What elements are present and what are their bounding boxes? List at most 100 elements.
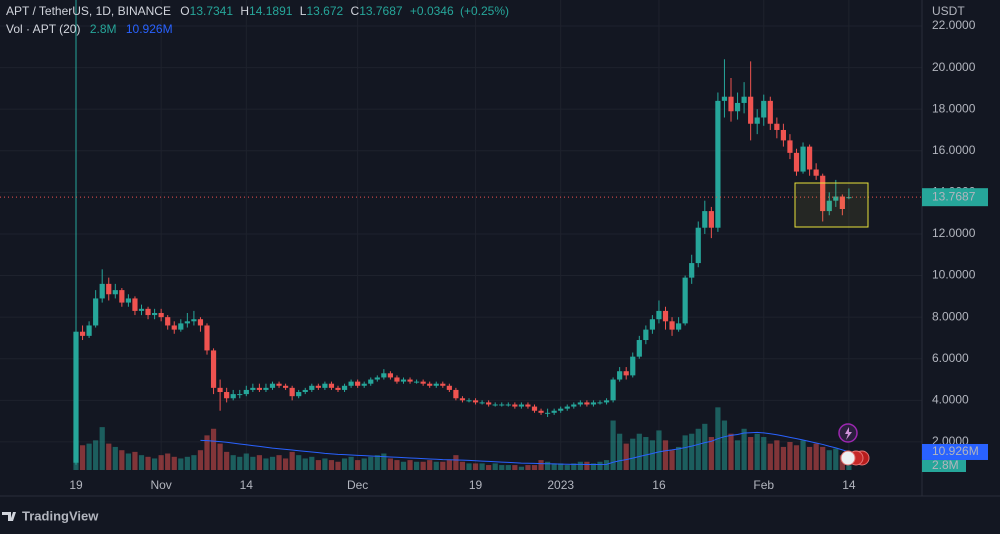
candle-body [708, 211, 714, 228]
candle-body [165, 317, 171, 326]
volume-bar [138, 455, 145, 470]
candle-body [93, 298, 99, 326]
change-pct: (+0.25%) [460, 4, 509, 18]
candle-body [531, 406, 538, 411]
price-pane [0, 0, 922, 465]
candle-body [283, 385, 289, 388]
candle-body [649, 319, 655, 330]
volume-bar [224, 451, 230, 470]
candle-body [191, 319, 197, 322]
candle-body [813, 169, 819, 176]
volume-bar [505, 465, 511, 470]
candle-body [656, 310, 662, 320]
chart-title: APT / TetherUS, 1D, BINANCE [6, 4, 171, 18]
ohlc-value: 13.7341 [190, 4, 234, 18]
candle-body [545, 412, 551, 414]
volume-bar [833, 448, 839, 470]
volume-bar [774, 440, 780, 470]
legend-header: APT / TetherUS, 1D, BINANCE O13.7341 H14… [6, 4, 509, 18]
candle-body [341, 385, 348, 390]
volume-bar [171, 456, 177, 470]
volume-bar [86, 443, 92, 470]
ohlc-label: O [180, 4, 189, 18]
volume-bar [649, 440, 655, 470]
candle-body [152, 312, 158, 316]
grid [0, 0, 922, 470]
candle-body [106, 283, 112, 295]
volume-bar [472, 463, 479, 470]
volume-bar [99, 427, 105, 470]
candle-body [224, 392, 230, 399]
candle-body [269, 383, 276, 388]
y-tick-label: 16.0000 [932, 143, 976, 157]
candle-body [486, 402, 492, 405]
candle-body [702, 211, 708, 228]
volume-bar [780, 446, 786, 470]
candle-body [86, 325, 92, 336]
candle-body [721, 96, 728, 101]
volume-bar [355, 460, 361, 470]
volume-bar [256, 455, 262, 470]
volume-ma-axis-label: 10.926M [932, 444, 979, 458]
candle-body [361, 383, 367, 386]
candle-body [630, 356, 636, 376]
volume-title: Vol · APT (20) [6, 22, 80, 36]
x-tick-label: 14 [240, 478, 254, 492]
candle-body [184, 321, 190, 324]
brand[interactable]: TradingView [22, 508, 99, 523]
volume-bar [328, 460, 335, 470]
volume-bar [125, 453, 131, 470]
candle-body [525, 404, 531, 407]
candle-body [420, 381, 426, 384]
volume-bar [361, 458, 367, 470]
volume-bar [479, 463, 485, 470]
volume-bar [721, 420, 728, 470]
candle-body [741, 96, 747, 103]
volume-bar [662, 440, 669, 470]
volume-bar [296, 455, 302, 470]
volume-bar [145, 456, 151, 470]
candle-body [145, 308, 151, 316]
event-flag[interactable] [840, 450, 856, 466]
candle-body [577, 402, 583, 405]
candle-body [158, 312, 164, 318]
candle-body [564, 406, 570, 409]
candle-body [662, 310, 669, 322]
candle-body [466, 400, 472, 402]
volume-bar [112, 446, 118, 470]
x-tick-label: 16 [652, 478, 666, 492]
candle-body [499, 404, 505, 406]
y-tick-label: 22.0000 [932, 18, 976, 32]
volume-bar [420, 461, 426, 470]
volume-bar [558, 463, 564, 470]
volume-bar [492, 463, 498, 470]
volume-bar [512, 465, 518, 470]
event-icon-glyph [845, 427, 852, 440]
candle-body [433, 383, 439, 386]
volume-bar [643, 437, 649, 470]
y-tick-label: 10.0000 [932, 268, 976, 282]
annotation-box[interactable] [794, 182, 869, 228]
volume-bar [689, 433, 695, 470]
volume-bar [761, 437, 767, 470]
candle-body [551, 410, 557, 413]
candle-body [204, 325, 210, 351]
volume-bar [263, 458, 269, 470]
candle-body [767, 100, 773, 124]
volume-bar [656, 430, 662, 470]
volume-bar [623, 443, 629, 470]
volume-bar [269, 456, 276, 470]
axes: 2.00004.00006.00008.000010.000012.000014… [69, 18, 988, 492]
candle-body [459, 398, 466, 401]
y-tick-label: 4.0000 [932, 393, 969, 407]
candle-body [387, 373, 393, 378]
volume-bar [446, 460, 452, 470]
volume-bar [79, 445, 86, 470]
candle-body [171, 325, 177, 330]
candle-body [617, 371, 623, 380]
volume-bar [440, 461, 446, 470]
volume-bar [610, 420, 616, 470]
y-tick-label: 12.0000 [932, 226, 976, 240]
candle-body [243, 389, 249, 395]
volume-bar [335, 461, 341, 470]
